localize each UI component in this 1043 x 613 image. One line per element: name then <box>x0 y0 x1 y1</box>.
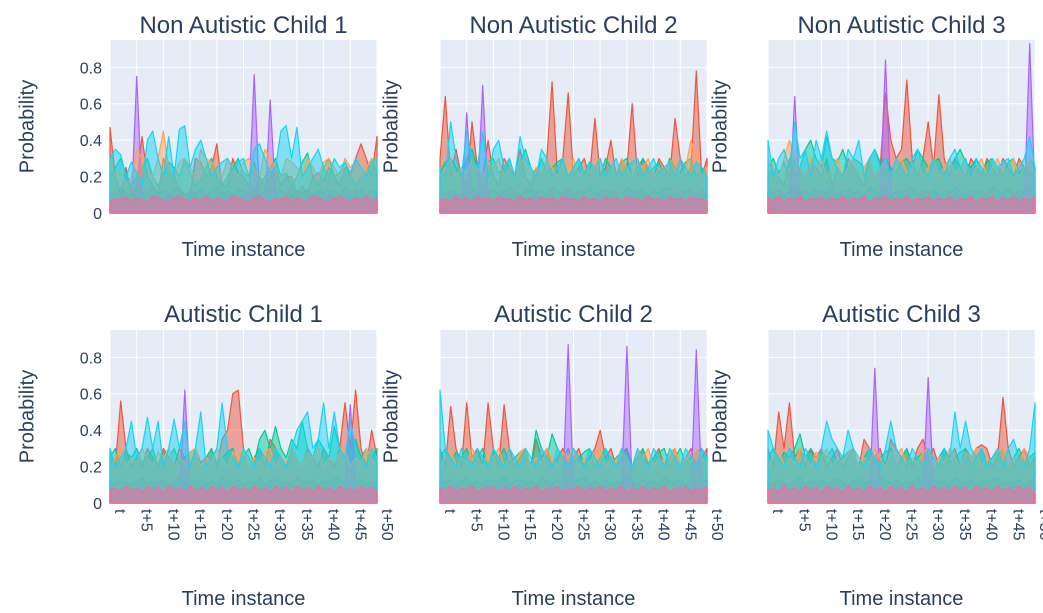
y-tick-label: 0.4 <box>80 133 102 150</box>
subplot-title: Non Autistic Child 2 <box>469 12 677 39</box>
y-tick-label: 0.2 <box>80 460 102 477</box>
x-tick-label: t+40 <box>655 509 672 541</box>
y-tick-label: 0.6 <box>80 97 102 114</box>
area-series-7 <box>767 486 1036 504</box>
y-axis-label: Probability <box>709 80 731 173</box>
y-tick-label: 0.6 <box>80 387 102 404</box>
x-tick-label: t+5 <box>138 509 155 532</box>
x-tick-label: t+50 <box>708 509 725 541</box>
y-tick-label: 0.2 <box>80 170 102 187</box>
x-tick-label: t+35 <box>298 509 315 541</box>
area-series-7 <box>767 196 1036 214</box>
subplot-title: Non Autistic Child 3 <box>797 12 1005 39</box>
x-tick-label: t+25 <box>903 509 920 541</box>
x-tick-label: t+10 <box>822 509 839 541</box>
x-tick-label: t+30 <box>271 509 288 541</box>
subplot-title: Autistic Child 1 <box>164 301 323 328</box>
subplot-3: Non Autistic Child 3 Probability Time inst… <box>709 12 1036 261</box>
y-tick-label: 0 <box>93 496 102 513</box>
x-tick-label: t+45 <box>351 509 368 541</box>
subplot-title: Autistic Child 3 <box>822 301 981 328</box>
area-series-6 <box>439 121 708 214</box>
area-series-6 <box>767 402 1036 504</box>
x-axis-label: Time instance <box>840 588 964 610</box>
x-tick-label: t+15 <box>521 509 538 541</box>
y-axis-label: Probability <box>380 80 402 173</box>
x-axis-label: Time instance <box>512 239 636 261</box>
subplot-6: Autistic Child 3 Probability t t+5 t+10 t+15 t… <box>709 301 1043 610</box>
subplot-5: Autistic Child 2 Probability t t+5 t+10 t+15 t… <box>380 301 725 610</box>
x-tick-label: t+45 <box>1009 509 1026 541</box>
subplot-4: Autistic Child 1 Probability 0 0.2 0.4 0.6 0.8… <box>16 301 395 610</box>
subplot-title: Non Autistic Child 1 <box>139 12 347 39</box>
x-tick-label: t+5 <box>796 509 813 532</box>
x-axis-label: Time instance <box>512 588 636 610</box>
area-series-6 <box>109 125 378 214</box>
x-tick-label: t+10 <box>164 509 181 541</box>
x-tick-label: t+30 <box>601 509 618 541</box>
x-tick-label: t+25 <box>575 509 592 541</box>
y-tick-label: 0.8 <box>80 60 102 77</box>
x-tick-label: t+50 <box>1036 509 1043 541</box>
x-tick-label: t+20 <box>548 509 565 541</box>
x-tick-label: t+35 <box>956 509 973 541</box>
area-series-6 <box>439 389 708 504</box>
area-series-7 <box>439 486 708 504</box>
x-tick-label: t+20 <box>876 509 893 541</box>
x-tick-label: t <box>111 509 128 514</box>
x-tick-label: t <box>441 509 458 514</box>
x-tick-label: t+35 <box>628 509 645 541</box>
x-tick-label: t+50 <box>378 509 395 541</box>
subplot-1: Non Autistic Child 1 Probability 0 0.2 0.4 0.… <box>16 12 378 261</box>
x-tick-label: t+30 <box>929 509 946 541</box>
x-tick-label: t+25 <box>245 509 262 541</box>
area-series-7 <box>439 196 708 214</box>
y-axis-label: Probability <box>709 370 731 463</box>
y-tick-label: 0.4 <box>80 423 102 440</box>
x-tick-label: t+15 <box>191 509 208 541</box>
x-axis-label: Time instance <box>182 239 306 261</box>
x-tick-label: t+10 <box>494 509 511 541</box>
x-tick-label: t+15 <box>849 509 866 541</box>
x-tick-label: t+45 <box>681 509 698 541</box>
y-axis-label: Probability <box>16 80 38 173</box>
x-tick-label: t+5 <box>468 509 485 532</box>
subplot-2: Non Autistic Child 2 Probability Time inst… <box>380 12 708 261</box>
subplot-title: Autistic Child 2 <box>494 301 653 328</box>
x-tick-label: t+40 <box>325 509 342 541</box>
y-axis-label: Probability <box>16 370 38 463</box>
x-axis-label: Time instance <box>182 588 306 610</box>
area-series-6 <box>109 402 378 504</box>
y-tick-label: 0 <box>93 206 102 223</box>
area-series-6 <box>767 121 1036 214</box>
x-tick-label: t+20 <box>218 509 235 541</box>
y-axis-label: Probability <box>380 370 402 463</box>
x-tick-label: t+40 <box>983 509 1000 541</box>
y-tick-label: 0.8 <box>80 350 102 367</box>
x-tick-label: t <box>769 509 786 514</box>
area-series-7 <box>109 196 378 214</box>
area-series-7 <box>109 486 378 504</box>
x-axis-label: Time instance <box>840 239 964 261</box>
